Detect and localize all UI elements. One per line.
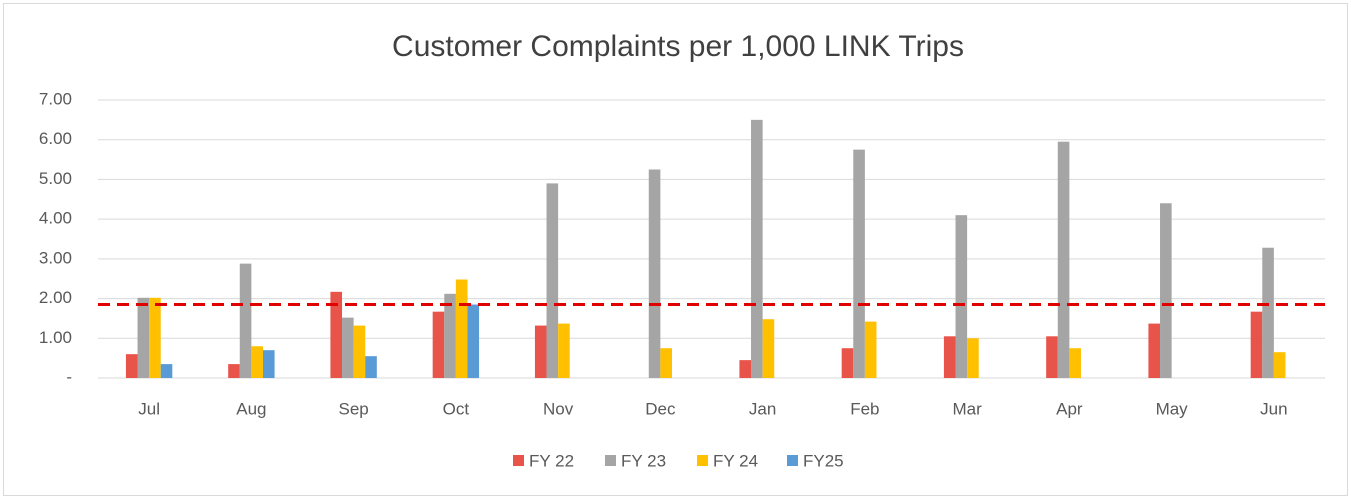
bar <box>546 183 559 378</box>
x-tick-label: Dec <box>645 399 676 418</box>
bar <box>534 325 547 378</box>
bar <box>1262 247 1274 378</box>
bar <box>841 348 854 378</box>
bar <box>864 321 877 378</box>
bar <box>943 336 956 378</box>
bar <box>853 149 865 378</box>
x-tick-label: Sep <box>339 399 369 418</box>
bar <box>739 360 752 378</box>
bar <box>1148 323 1161 378</box>
x-tick-label: Jul <box>138 399 160 418</box>
bar <box>251 346 263 378</box>
bar <box>125 354 138 378</box>
y-tick-label: 2.00 <box>39 288 72 307</box>
bar <box>1069 348 1081 378</box>
bar <box>149 297 161 378</box>
bar <box>455 279 468 378</box>
bar <box>1160 203 1172 378</box>
bar <box>660 348 672 378</box>
chart-border <box>3 3 1348 496</box>
bar <box>762 319 775 378</box>
bar <box>137 297 150 378</box>
bar <box>955 215 968 378</box>
x-tick-label: Oct <box>443 399 470 418</box>
legend-label: FY 23 <box>621 451 666 470</box>
x-tick-label: Feb <box>850 399 879 418</box>
bar <box>1250 311 1263 378</box>
bar <box>262 350 275 378</box>
x-tick-label: May <box>1156 399 1189 418</box>
x-tick-label: Aug <box>236 399 266 418</box>
legend-swatch <box>513 455 524 466</box>
bar <box>648 169 661 378</box>
bar <box>330 291 343 378</box>
legend-swatch <box>697 455 708 466</box>
y-tick-label: - <box>66 367 72 386</box>
legend-swatch <box>787 455 798 466</box>
x-tick-label: Apr <box>1056 399 1083 418</box>
bar <box>1057 141 1070 378</box>
chart-title: Customer Complaints per 1,000 LINK Trips <box>392 30 964 63</box>
bar <box>432 311 445 378</box>
bar <box>967 338 979 378</box>
bar <box>751 119 763 378</box>
bar <box>1273 352 1286 378</box>
bar <box>342 317 354 378</box>
x-tick-label: Nov <box>543 399 574 418</box>
legend-label: FY25 <box>803 451 844 470</box>
bar <box>1046 336 1058 378</box>
legend-label: FY 24 <box>713 451 758 470</box>
y-tick-label: 7.00 <box>39 89 72 108</box>
y-tick-label: 3.00 <box>39 248 72 267</box>
legend-swatch <box>605 455 616 466</box>
x-tick-label: Jun <box>1260 399 1287 418</box>
y-tick-label: 5.00 <box>39 169 72 188</box>
x-tick-label: Mar <box>952 399 982 418</box>
bar <box>160 364 173 378</box>
bar <box>444 293 456 378</box>
bar <box>353 325 366 378</box>
y-tick-label: 1.00 <box>39 328 72 347</box>
bar <box>239 263 252 378</box>
bar <box>365 356 377 378</box>
bar <box>228 364 240 378</box>
legend-label: FY 22 <box>529 451 574 470</box>
bar <box>467 304 480 378</box>
bar <box>558 323 570 378</box>
x-tick-label: Jan <box>749 399 776 418</box>
y-tick-label: 4.00 <box>39 209 72 228</box>
y-tick-label: 6.00 <box>39 129 72 148</box>
